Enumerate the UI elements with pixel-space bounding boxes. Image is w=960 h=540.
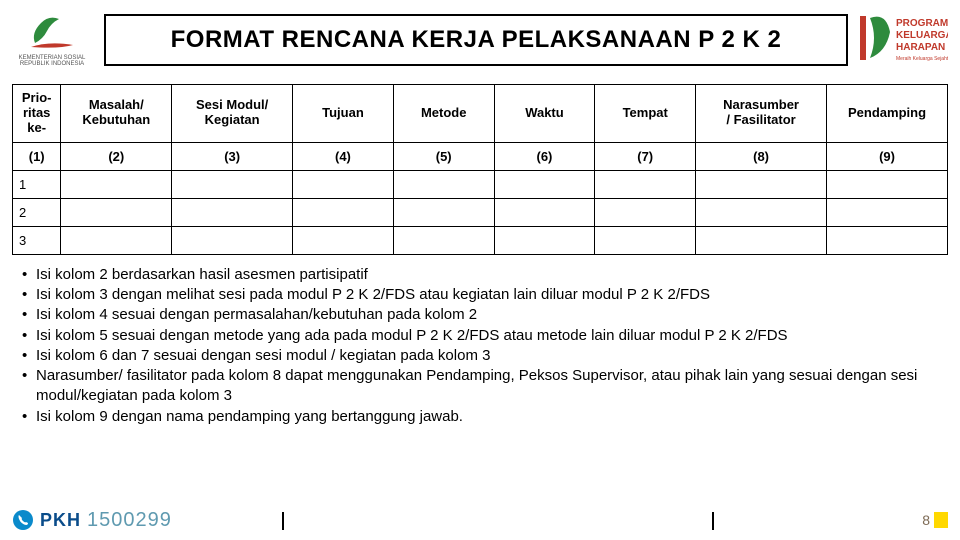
table-row: 1 (13, 170, 948, 198)
svg-text:KELUARGA: KELUARGA (896, 30, 948, 41)
col-header: Waktu (494, 85, 595, 143)
cell (696, 170, 827, 198)
col-number: (3) (172, 142, 293, 170)
title-box: FORMAT RENCANA KERJA PELAKSANAAN P 2 K 2 (104, 14, 848, 66)
cell (172, 170, 293, 198)
col-header: Prio-ritaske- (13, 85, 61, 143)
col-header: Tujuan (293, 85, 394, 143)
col-number: (8) (696, 142, 827, 170)
pkh-program-icon: PROGRAM KELUARGA HARAPAN Meraih Keluarga… (860, 12, 948, 68)
col-number: (5) (393, 142, 494, 170)
logo-kemensos: KEMENTERIAN SOSIALREPUBLIK INDONESIA (12, 10, 92, 70)
cell (696, 198, 827, 226)
col-header: Pendamping (827, 85, 948, 143)
note-item: Isi kolom 9 dengan nama pendamping yang … (18, 407, 948, 427)
instruction-notes: Isi kolom 2 berdasarkan hasil asesmen pa… (12, 265, 948, 427)
cell-priority: 1 (13, 170, 61, 198)
table-row: 2 (13, 198, 948, 226)
accent-box-icon (934, 512, 948, 528)
footer-brand-text: PKH (40, 510, 81, 531)
cell (172, 198, 293, 226)
plan-table: Prio-ritaske- Masalah/Kebutuhan Sesi Mod… (12, 84, 948, 255)
kemensos-icon (29, 13, 75, 53)
cell-priority: 3 (13, 226, 61, 254)
note-item: Isi kolom 2 berdasarkan hasil asesmen pa… (18, 265, 948, 285)
divider-icon (282, 512, 284, 530)
cell-priority: 2 (13, 198, 61, 226)
logo-pkh-program: PROGRAM KELUARGA HARAPAN Meraih Keluarga… (860, 10, 948, 70)
cell (595, 170, 696, 198)
note-item: Isi kolom 6 dan 7 sesuai dengan sesi mod… (18, 346, 948, 366)
cell (61, 226, 172, 254)
header: KEMENTERIAN SOSIALREPUBLIK INDONESIA FOR… (12, 10, 948, 70)
cell (61, 198, 172, 226)
page-number: 8 (922, 512, 930, 528)
svg-text:PROGRAM: PROGRAM (896, 18, 948, 29)
cell (293, 226, 394, 254)
cell (827, 198, 948, 226)
plan-table-head: Prio-ritaske- Masalah/Kebutuhan Sesi Mod… (13, 85, 948, 171)
note-item: Isi kolom 5 sesuai dengan metode yang ad… (18, 326, 948, 346)
col-number: (4) (293, 142, 394, 170)
cell (393, 198, 494, 226)
cell (696, 226, 827, 254)
footer-phone: 1500299 (87, 509, 172, 532)
footer-spacer (172, 510, 922, 530)
slide-page: KEMENTERIAN SOSIALREPUBLIK INDONESIA FOR… (0, 0, 960, 540)
cell (494, 170, 595, 198)
col-number: (6) (494, 142, 595, 170)
cell (61, 170, 172, 198)
cell (293, 170, 394, 198)
cell (293, 198, 394, 226)
col-number: (9) (827, 142, 948, 170)
page-title: FORMAT RENCANA KERJA PELAKSANAAN P 2 K 2 (114, 26, 838, 54)
col-header: Sesi Modul/Kegiatan (172, 85, 293, 143)
cell (393, 170, 494, 198)
note-item: Isi kolom 4 sesuai dengan permasalahan/k… (18, 305, 948, 325)
logo-kemensos-caption: KEMENTERIAN SOSIALREPUBLIK INDONESIA (19, 55, 86, 67)
plan-table-body: 1 2 3 (13, 170, 948, 254)
col-number: (1) (13, 142, 61, 170)
col-header: Metode (393, 85, 494, 143)
cell (827, 226, 948, 254)
cell (827, 170, 948, 198)
col-number: (7) (595, 142, 696, 170)
note-item: Isi kolom 3 dengan melihat sesi pada mod… (18, 285, 948, 305)
footer-brand: PKH 1500299 (12, 509, 172, 532)
col-header: Tempat (595, 85, 696, 143)
cell (595, 198, 696, 226)
table-row: 3 (13, 226, 948, 254)
svg-text:Meraih Keluarga Sejahtera: Meraih Keluarga Sejahtera (896, 56, 948, 62)
col-number: (2) (61, 142, 172, 170)
cell (494, 226, 595, 254)
col-header: Narasumber/ Fasilitator (696, 85, 827, 143)
cell (595, 226, 696, 254)
footer: PKH 1500299 8 (12, 506, 948, 534)
col-header: Masalah/Kebutuhan (61, 85, 172, 143)
phone-icon (12, 509, 34, 531)
svg-text:HARAPAN: HARAPAN (896, 42, 945, 53)
cell (494, 198, 595, 226)
cell (393, 226, 494, 254)
divider-icon (712, 512, 714, 530)
cell (172, 226, 293, 254)
note-item: Narasumber/ fasilitator pada kolom 8 dap… (18, 366, 948, 407)
